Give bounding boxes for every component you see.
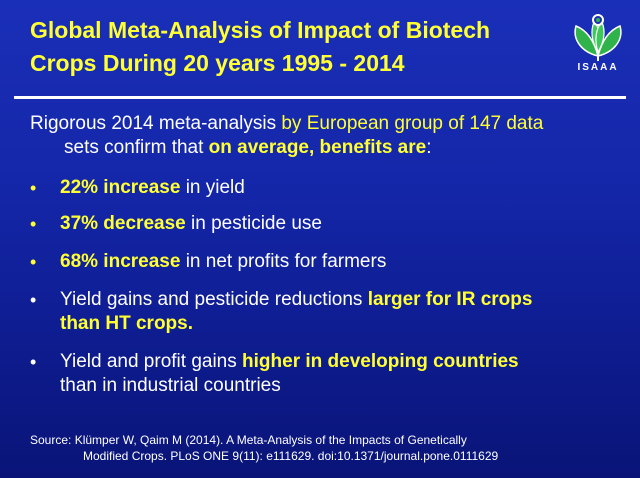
bullet-5-text-2: than in industrial countries	[60, 375, 281, 396]
bullet-3-text: in net profits for farmers	[180, 251, 387, 272]
bullet-3-bold: 68% increase	[60, 251, 181, 272]
source-line-1: Source: Klümper W, Qaim M (2014). A Meta…	[30, 433, 467, 447]
intro-part-3: sets confirm that	[64, 137, 209, 158]
title-divider	[14, 96, 626, 99]
bullet-dot-icon: •	[30, 214, 37, 234]
bullet-5-bold: higher in developing countries	[242, 351, 519, 372]
bullet-dot-icon: •	[30, 178, 37, 198]
bullet-4-bold-2: than HT crops.	[60, 313, 194, 334]
bullet-5-text: Yield and profit gains	[60, 351, 243, 372]
logo-text: ISAAA	[577, 62, 619, 73]
title-line-1: Global Meta-Analysis of Impact of Biotec…	[30, 17, 491, 43]
bullet-dot-icon: •	[30, 252, 37, 272]
intro-part-5: :	[426, 137, 432, 158]
intro-paragraph: Rigorous 2014 meta-analysis by European …	[30, 112, 620, 160]
source-citation: Source: Klümper W, Qaim M (2014). A Meta…	[30, 432, 630, 464]
slide-title: Global Meta-Analysis of Impact of Biotec…	[30, 14, 550, 80]
bullet-2-bold: 37% decrease	[60, 213, 186, 234]
bullet-dot-icon: •	[30, 290, 37, 310]
bullet-dot-icon: •	[30, 352, 37, 372]
title-line-2: Crops During 20 years 1995 - 2014	[30, 50, 405, 76]
bullet-4-text: Yield gains and pesticide reductions	[60, 289, 368, 310]
bullet-2-text: in pesticide use	[185, 213, 322, 234]
bullet-1-bold: 22% increase	[60, 177, 181, 198]
source-line-2: Modified Crops. PLoS ONE 9(11): e111629.…	[83, 449, 499, 463]
isaaa-logo: ISAAA	[564, 12, 632, 76]
intro-part-2: by European group of 147 data	[281, 113, 544, 134]
bullet-1-text: in yield	[180, 177, 245, 198]
intro-part-1: Rigorous 2014 meta-analysis	[30, 113, 282, 134]
bullet-4-bold-1: larger for IR crops	[367, 289, 533, 310]
intro-part-4: on average, benefits are	[208, 137, 427, 158]
intro-line-2: sets confirm that on average, benefits a…	[30, 136, 620, 160]
isaaa-plant-logo-icon	[574, 14, 622, 61]
